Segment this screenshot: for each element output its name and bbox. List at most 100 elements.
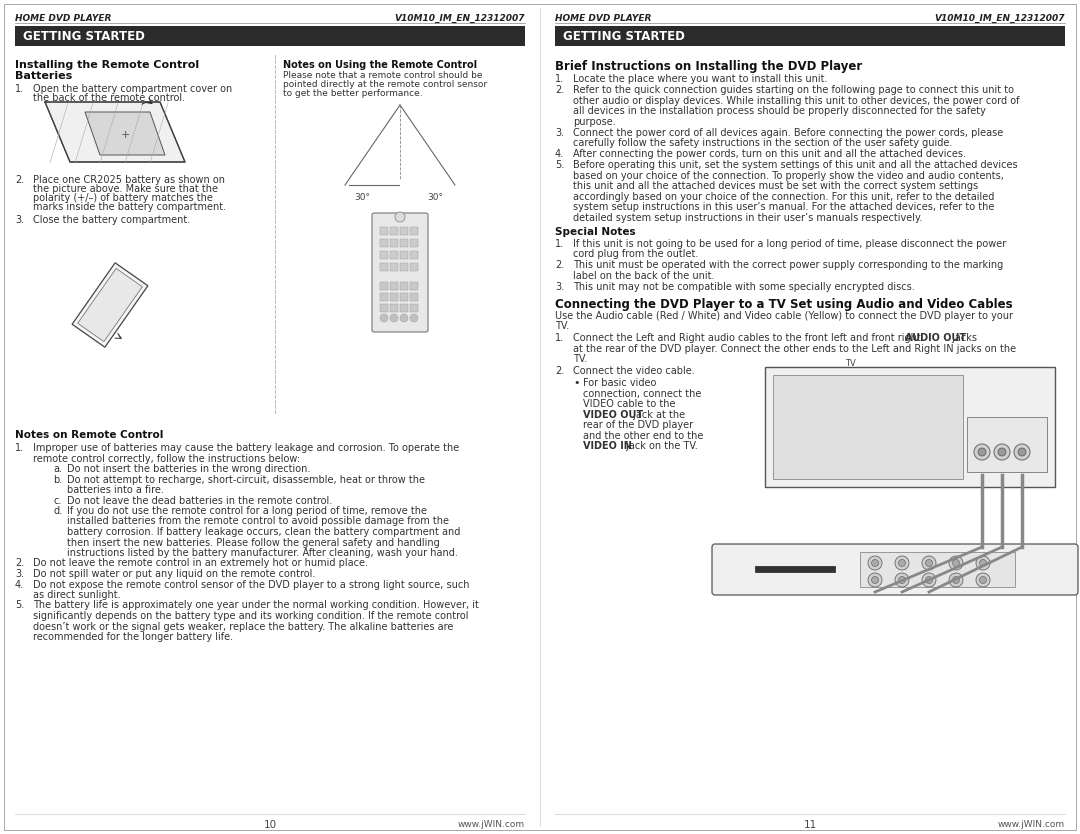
Text: After connecting the power cords, turn on this unit and all the attached devices: After connecting the power cords, turn o…	[573, 149, 966, 159]
Text: at the rear of the DVD player. Connect the other ends to the Left and Right IN j: at the rear of the DVD player. Connect t…	[573, 344, 1016, 354]
Bar	[380, 304, 388, 312]
Text: Refer to the quick connection guides starting on the following page to connect t: Refer to the quick connection guides sta…	[573, 85, 1014, 95]
Text: remote control correctly, follow the instructions below:: remote control correctly, follow the ins…	[33, 454, 300, 464]
Text: 2.: 2.	[555, 366, 564, 376]
Text: Do not attempt to recharge, short-circuit, disassemble, heat or throw the: Do not attempt to recharge, short-circui…	[67, 475, 426, 485]
Text: Locate the place where you want to install this unit.: Locate the place where you want to insta…	[573, 74, 827, 84]
Circle shape	[926, 560, 932, 566]
Text: 2.: 2.	[555, 85, 564, 95]
Circle shape	[994, 444, 1010, 460]
Circle shape	[953, 560, 959, 566]
Text: instructions listed by the battery manufacturer. After cleaning, wash your hand.: instructions listed by the battery manuf…	[67, 548, 458, 558]
Text: Batteries: Batteries	[15, 71, 72, 81]
Text: 3.: 3.	[555, 282, 564, 292]
Text: polarity (+/–) of battery matches the: polarity (+/–) of battery matches the	[33, 193, 213, 203]
FancyBboxPatch shape	[372, 213, 428, 332]
Text: HOME DVD PLAYER: HOME DVD PLAYER	[15, 14, 111, 23]
Text: GETTING STARTED: GETTING STARTED	[23, 29, 145, 43]
Text: This unit may not be compatible with some specially encrypted discs.: This unit may not be compatible with som…	[573, 282, 915, 292]
Bar	[755, 566, 835, 572]
Bar	[380, 282, 388, 290]
Text: detailed system setup instructions in their user’s manuals respectively.: detailed system setup instructions in th…	[573, 213, 922, 223]
Bar	[410, 227, 418, 235]
Bar	[967, 417, 1047, 472]
Text: TV.: TV.	[555, 321, 569, 331]
Text: doesn’t work or the signal gets weaker, replace the battery. The alkaline batter: doesn’t work or the signal gets weaker, …	[33, 621, 454, 631]
Circle shape	[974, 444, 990, 460]
Bar	[860, 552, 1015, 587]
Text: Connecting the DVD Player to a TV Set using Audio and Video Cables: Connecting the DVD Player to a TV Set us…	[555, 298, 1013, 310]
Text: carefully follow the safety instructions in the section of the user safety guide: carefully follow the safety instructions…	[573, 138, 953, 148]
Bar	[380, 293, 388, 301]
Text: 3.: 3.	[555, 128, 564, 138]
Text: Before operating this unit, set the system settings of this unit and all the att: Before operating this unit, set the syst…	[573, 160, 1017, 170]
Text: Connect the video cable.: Connect the video cable.	[573, 366, 694, 376]
Polygon shape	[78, 269, 143, 342]
Text: purpose.: purpose.	[573, 117, 616, 127]
Text: TV.: TV.	[573, 354, 588, 364]
Text: Do not leave the dead batteries in the remote control.: Do not leave the dead batteries in the r…	[67, 495, 333, 505]
Bar	[380, 263, 388, 271]
Circle shape	[400, 314, 408, 322]
Text: Do not spill water or put any liquid on the remote control.: Do not spill water or put any liquid on …	[33, 569, 315, 579]
Text: Brief Instructions on Installing the DVD Player: Brief Instructions on Installing the DVD…	[555, 60, 862, 73]
Bar	[400, 239, 408, 247]
Text: 2.: 2.	[15, 559, 24, 569]
Bar	[390, 282, 399, 290]
Text: d.: d.	[53, 506, 63, 516]
Bar	[410, 263, 418, 271]
Text: pointed directly at the remote control sensor: pointed directly at the remote control s…	[283, 80, 487, 89]
Bar	[390, 239, 399, 247]
Text: www.jWIN.com: www.jWIN.com	[458, 820, 525, 829]
Circle shape	[922, 573, 936, 587]
Circle shape	[899, 560, 905, 566]
Text: •: •	[573, 378, 580, 388]
Text: the back of the remote control.: the back of the remote control.	[33, 93, 185, 103]
Text: 1.: 1.	[15, 84, 24, 94]
Text: For basic video: For basic video	[583, 378, 657, 388]
Text: marks inside the battery compartment.: marks inside the battery compartment.	[33, 202, 226, 212]
Text: If this unit is not going to be used for a long period of time, please disconnec: If this unit is not going to be used for…	[573, 239, 1007, 249]
Text: 5.: 5.	[15, 600, 24, 610]
Text: If you do not use the remote control for a long period of time, remove the: If you do not use the remote control for…	[67, 506, 427, 516]
Polygon shape	[45, 102, 185, 162]
Text: Installing the Remote Control: Installing the Remote Control	[15, 60, 199, 70]
Text: then insert the new batteries. Please follow the general safety and handling: then insert the new batteries. Please fo…	[67, 537, 440, 547]
Text: www.jWIN.com: www.jWIN.com	[998, 820, 1065, 829]
Circle shape	[390, 314, 399, 322]
Polygon shape	[85, 112, 165, 155]
Text: other audio or display devices. While installing this unit to other devices, the: other audio or display devices. While in…	[573, 96, 1020, 105]
Text: battery corrosion. If battery leakage occurs, clean the battery compartment and: battery corrosion. If battery leakage oc…	[67, 527, 460, 537]
Text: this unit and all the attached devices must be set with the correct system setti: this unit and all the attached devices m…	[573, 181, 978, 191]
Text: 1.: 1.	[555, 239, 564, 249]
Text: Please note that a remote control should be: Please note that a remote control should…	[283, 71, 483, 80]
Bar	[555, 26, 1065, 46]
Circle shape	[980, 576, 986, 584]
Bar	[410, 282, 418, 290]
Bar	[765, 367, 1055, 487]
Text: 1.: 1.	[555, 333, 564, 343]
Bar	[380, 227, 388, 235]
Text: Place one CR2025 battery as shown on: Place one CR2025 battery as shown on	[33, 175, 225, 185]
Text: Special Notes: Special Notes	[555, 227, 636, 237]
Text: to get the better performance.: to get the better performance.	[283, 89, 422, 98]
Text: This unit must be operated with the correct power supply corresponding to the ma: This unit must be operated with the corr…	[573, 260, 1003, 270]
Circle shape	[949, 573, 963, 587]
Text: VIDEO IN: VIDEO IN	[583, 441, 632, 451]
Text: jack on the TV.: jack on the TV.	[623, 441, 698, 451]
Circle shape	[976, 573, 990, 587]
Text: 30°: 30°	[354, 193, 370, 202]
Text: connection, connect the: connection, connect the	[583, 389, 701, 399]
Text: 3.: 3.	[15, 215, 24, 225]
Bar	[400, 227, 408, 235]
Circle shape	[926, 576, 932, 584]
Text: Open the battery compartment cover on: Open the battery compartment cover on	[33, 84, 232, 94]
Text: accordingly based on your choice of the connection. For this unit, refer to the : accordingly based on your choice of the …	[573, 192, 995, 202]
Text: Close the battery compartment.: Close the battery compartment.	[33, 215, 190, 225]
Bar	[390, 227, 399, 235]
Text: GETTING STARTED: GETTING STARTED	[563, 29, 685, 43]
Text: system setup instructions in this user’s manual. For the attached devices, refer: system setup instructions in this user’s…	[573, 202, 995, 212]
Circle shape	[868, 556, 882, 570]
Circle shape	[998, 448, 1005, 456]
Bar	[410, 304, 418, 312]
